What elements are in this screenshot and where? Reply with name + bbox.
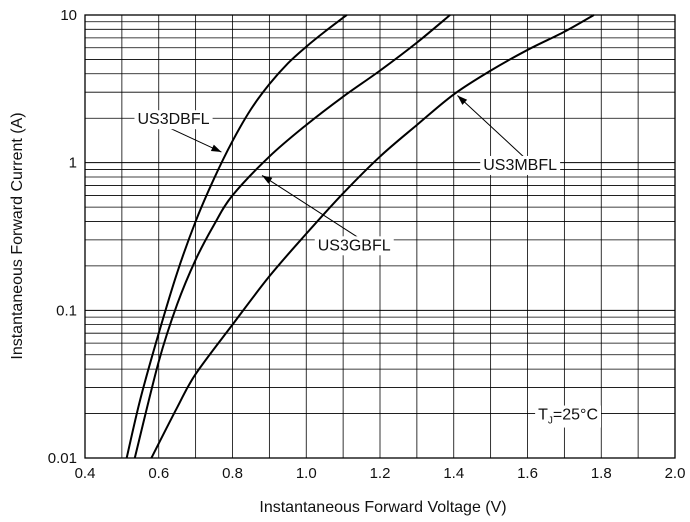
x-axis-label: Instantaneous Forward Voltage (V) [259,499,506,516]
annotation-arrow-line [261,174,359,238]
x-tick-label: 0.6 [148,465,169,482]
x-tick-label: 1.6 [517,465,538,482]
series-label-us3gbfl: US3GBFL [318,237,391,254]
junction-temperature-background [535,405,601,428]
y-axis-label: Instantaneous Forward Current (A) [9,112,26,359]
annotation-arrow-head [210,144,222,153]
annotation-layer: US3DBFL US3GBFL US3MBFL TJ=25°C [134,95,601,428]
series-label-background [480,155,561,175]
series-label-us3dbfl: US3DBFL [137,111,209,128]
grid [85,15,675,458]
junction-temperature-label: TJ=25°C [538,407,598,427]
series-label-background [314,236,394,256]
series-line-us3dbfl [125,14,348,459]
annotation-arrow-head [262,175,273,184]
tick-labels: 0.4 0.6 0.8 1.0 1.2 1.4 1.6 1.8 2.0 0.01 0.1 1 10 [48,7,686,482]
x-tick-label: 1.8 [591,465,612,482]
series-label-us3mbfl: US3MBFL [483,157,557,174]
series-label-background [134,110,213,130]
annotation-arrow-line [457,95,525,158]
x-tick-label: 2.0 [665,465,686,482]
annotation-arrow-head [457,95,468,105]
plot-frame [84,14,676,459]
series-layer [125,14,595,459]
x-tick-label: 0.8 [222,465,243,482]
x-tick-label: 1.2 [370,465,391,482]
series-line-us3mbfl [150,14,595,459]
x-tick-label: 1.0 [296,465,317,482]
y-tick-label: 1 [69,155,77,172]
y-tick-label: 0.01 [48,450,77,467]
series-line-us3gbfl [133,14,451,459]
x-tick-label: 1.4 [443,465,464,482]
y-tick-label: 10 [60,7,77,24]
x-tick-label: 0.4 [75,465,96,482]
y-tick-label: 0.1 [56,302,77,319]
